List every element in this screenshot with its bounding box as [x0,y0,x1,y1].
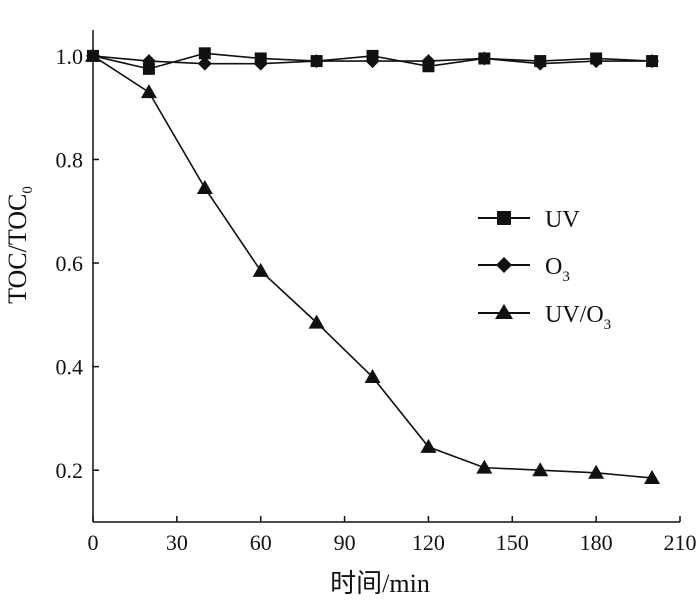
y-axis-title-subscript: 0 [20,186,36,194]
data-point-square [142,62,155,75]
y-axis-title: TOC/TOC0 [3,186,36,304]
data-point-diamond [589,54,604,69]
data-point-triangle [364,368,381,383]
legend-item-o3: O3 [478,254,570,285]
x-tick-label: 120 [412,530,445,555]
x-tick-label: 210 [664,530,697,555]
data-point-diamond [197,56,212,71]
y-tick-label: 1.0 [56,44,84,69]
x-tick-label: 90 [334,530,356,555]
series-line-triangle [92,55,653,479]
x-axis-title: 时间/min [330,569,430,598]
legend-item-uv-o3: UV/O3 [478,302,611,333]
data-point-triangle [644,469,661,484]
data-point-triangle [308,314,325,329]
data-point-diamond [253,56,268,71]
legend-label-o3: O3 [545,254,570,285]
data-point-triangle [140,84,157,99]
x-tick-label: 180 [580,530,613,555]
y-axis-title-main: TOC/TOC [3,194,32,304]
legend-marker-triangle [495,304,513,319]
ticks: 0 30 60 90 120 150 180 210 0.2 0.4 0.6 0.8 1.0 [56,44,697,555]
y-tick-label: 0.4 [56,355,84,380]
data-point-diamond [141,54,156,69]
legend-item-uv: UV [478,207,580,233]
legend-label-uv-o3: UV/O3 [545,302,611,333]
y-tick-label: 0.8 [56,147,84,172]
data-point-triangle [252,262,269,277]
data-point-triangle [196,179,213,194]
x-tick-label: 60 [250,530,272,555]
y-tick-label: 0.2 [56,458,84,483]
data-point-square [198,47,211,60]
data-point-triangle [588,464,605,479]
x-tick-label: 30 [166,530,188,555]
legend-marker-square [497,211,511,225]
legend: UV O3 UV/O3 [478,207,611,333]
data-point-triangle [476,459,493,474]
x-tick-label: 0 [88,530,99,555]
axes [92,30,680,523]
data-point-diamond [309,54,324,69]
data-point-diamond [421,54,436,69]
legend-label-uv: UV [545,207,580,233]
plot-area [85,47,661,484]
legend-marker-diamond [496,257,512,273]
y-tick-label: 0.6 [56,251,84,276]
data-point-triangle [420,438,437,453]
x-tick-label: 150 [496,530,529,555]
data-point-triangle [532,462,549,477]
data-point-diamond [477,51,492,66]
data-point-diamond [645,54,660,69]
data-point-diamond [533,56,548,71]
data-point-diamond [365,54,380,69]
